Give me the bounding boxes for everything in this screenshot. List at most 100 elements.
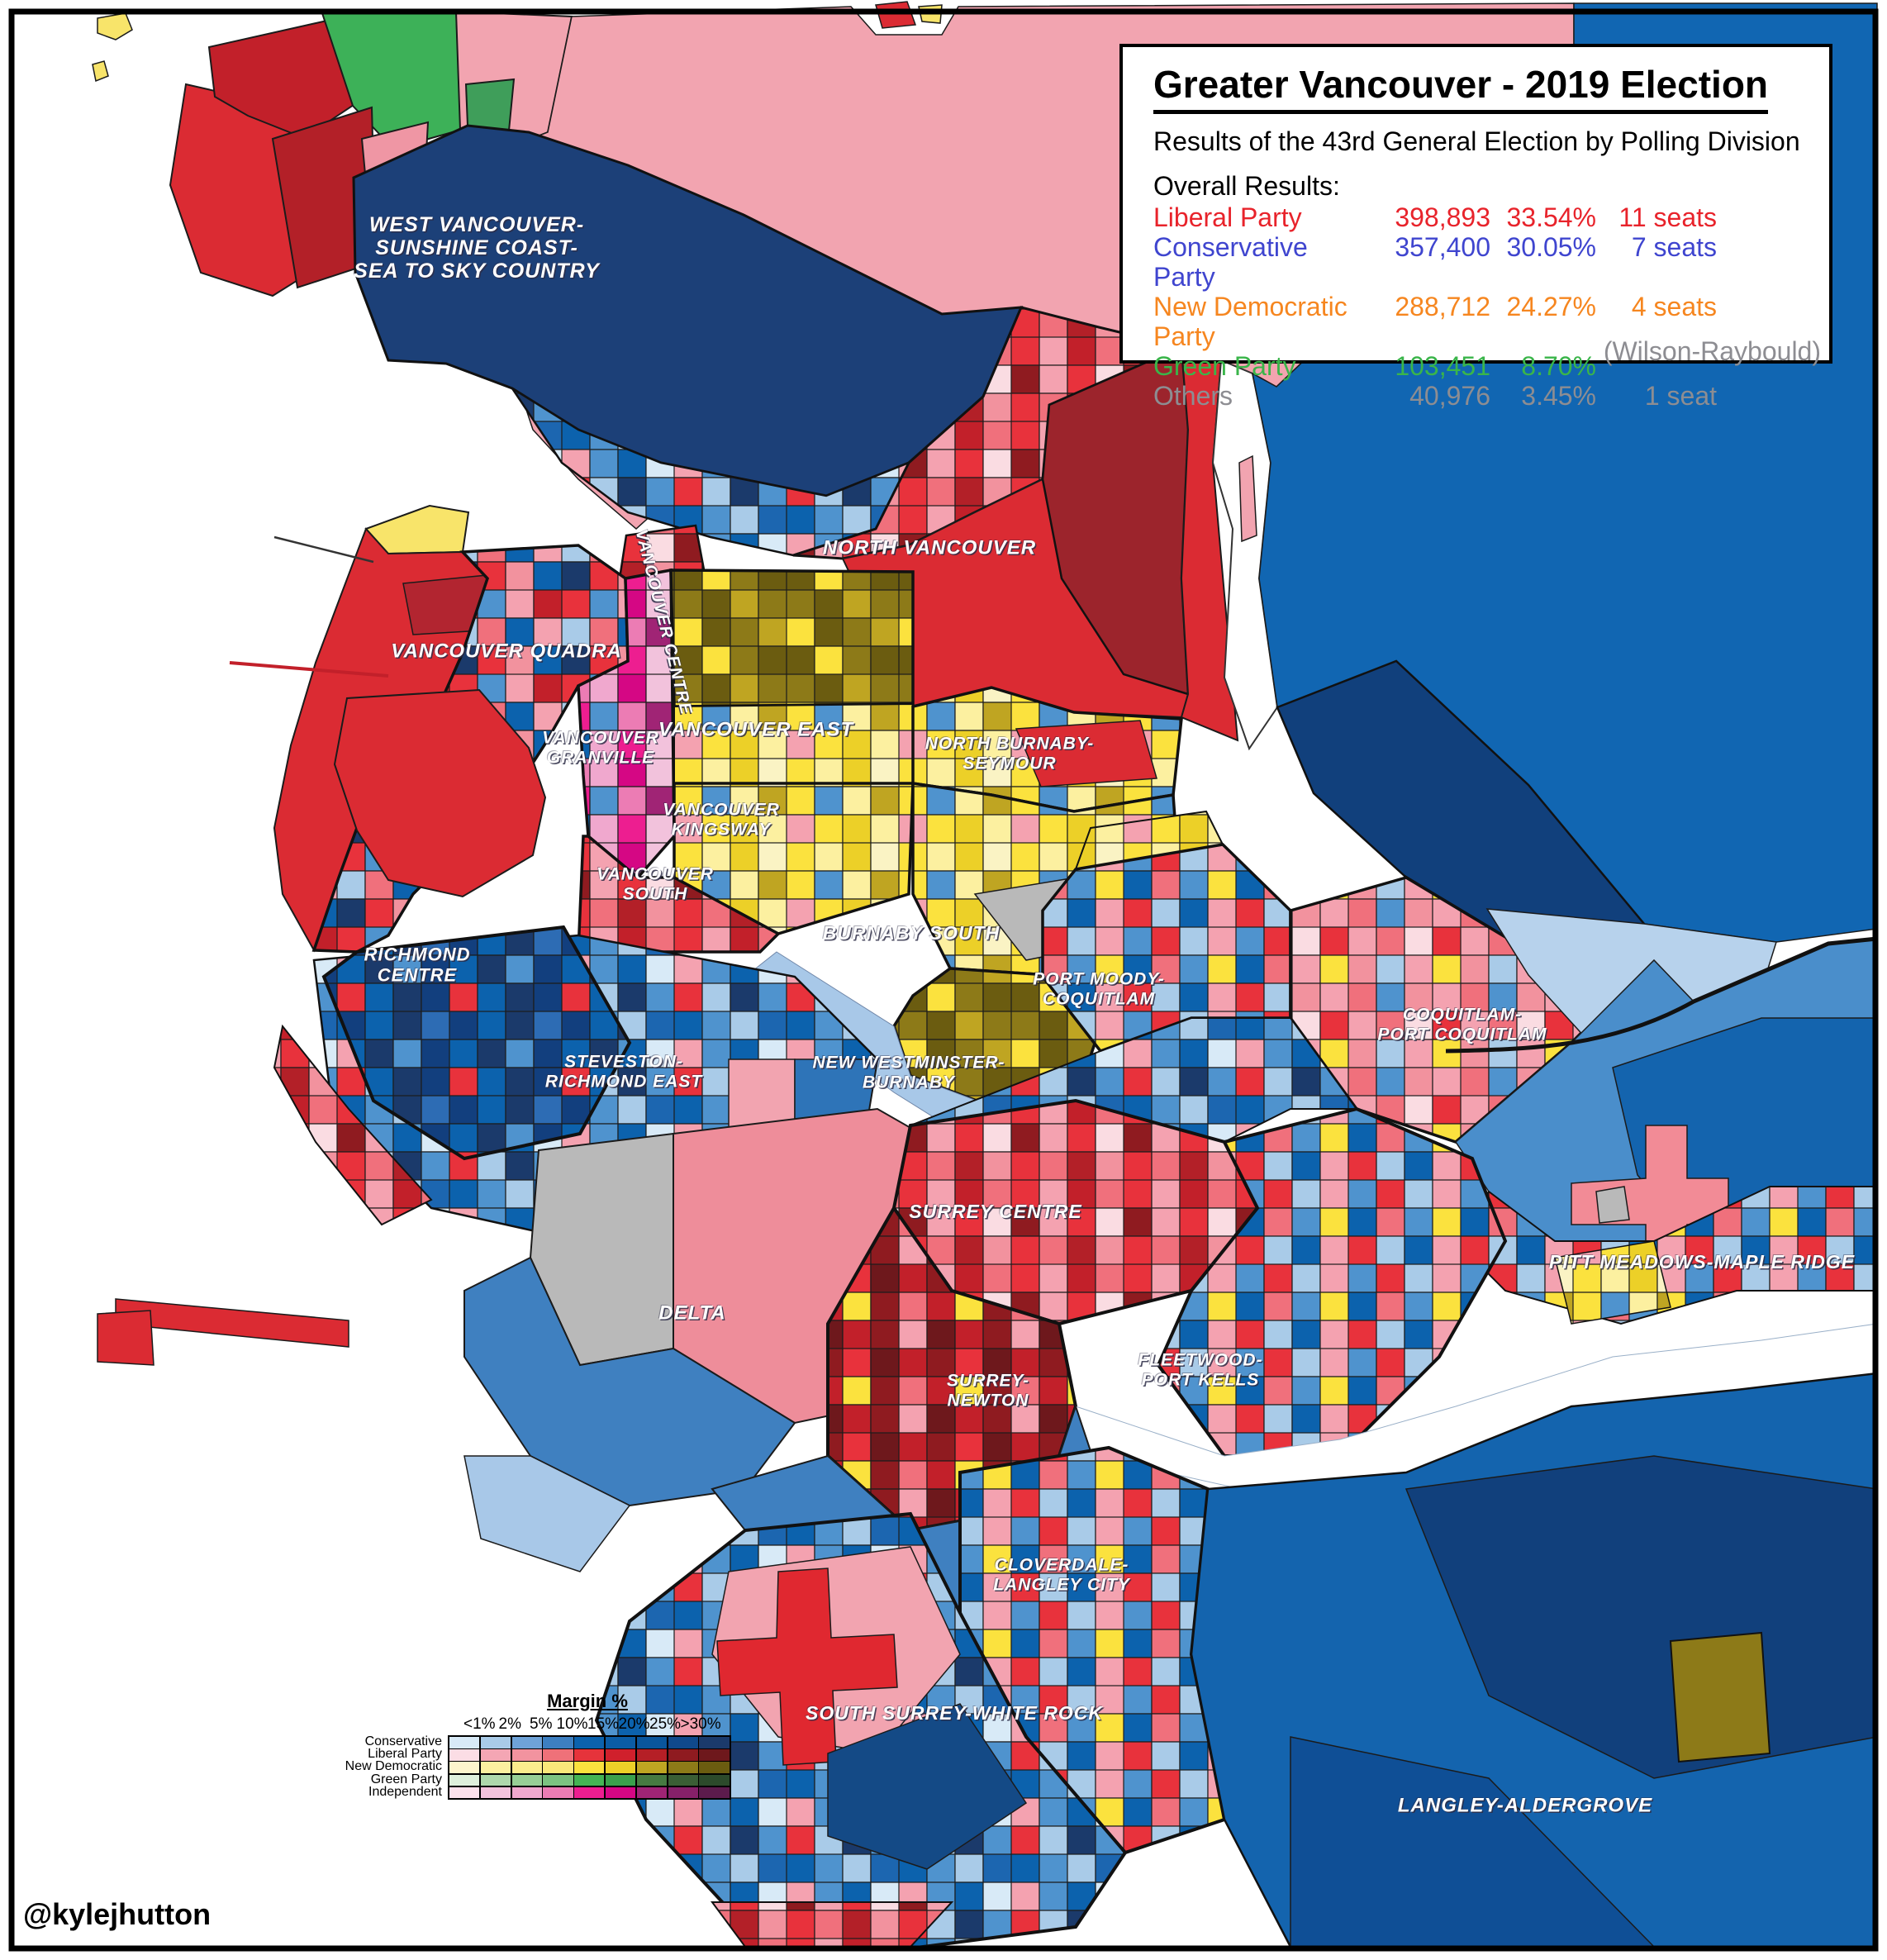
legend-swatch (574, 1786, 605, 1799)
results-cell: Conservative Party (1153, 232, 1308, 292)
map-frame (8, 8, 1879, 1952)
region-north-burnaby-red-flat (1015, 720, 1157, 787)
legend-swatch (480, 1749, 511, 1761)
riding-label-langley-aldergrove: LANGLEY-ALDERGROVE (1397, 1794, 1653, 1817)
riding-label-vancouver-kingsway: VANCOUVER KINGSWAY (663, 800, 780, 839)
legend-col-label: 10% (556, 1715, 588, 1733)
legend-swatch (636, 1786, 668, 1799)
legend-row-label: Conservative (364, 1734, 442, 1748)
legend-swatch (636, 1749, 668, 1761)
legend-swatch (668, 1786, 698, 1799)
results-cell: 40,976 (1409, 381, 1490, 411)
results-cell: 398,893 (1395, 202, 1490, 232)
riding-label-north-burnaby-seymour: NORTH BURNABY- SEYMOUR (924, 734, 1095, 773)
legend-swatch (449, 1774, 480, 1786)
region-pitt-meadows-grey (1595, 1186, 1630, 1224)
riding-label-cloverdale-langley-city: CLOVERDALE- LANGLEY CITY (993, 1555, 1130, 1594)
results-row-2: Conservative Party 357,400 30.05% 7 seats (1153, 232, 1717, 292)
legend-swatch (511, 1774, 542, 1786)
results-cell: 1 seat (1644, 381, 1717, 411)
legend-row-labels: Conservative Liberal Party New Democratic G… (283, 1734, 448, 1800)
overall-results-label: Overall Results: (1153, 171, 1340, 201)
legend-col-label: 25% (649, 1715, 682, 1733)
author-watermark: @kylejhutton (23, 1897, 212, 1931)
region-richmond-centre (321, 925, 632, 1161)
legend-swatch (699, 1774, 730, 1786)
legend-swatch (543, 1762, 573, 1774)
legend-swatch (668, 1774, 698, 1786)
legend-swatch (543, 1737, 573, 1748)
riding-label-new-westminster-burnaby: NEW WESTMINSTER- BURNABY (812, 1053, 1005, 1092)
legend-row-label: New Democratic (345, 1759, 442, 1774)
legend-col-label: 20% (618, 1715, 650, 1733)
legend-swatch (543, 1786, 573, 1799)
iona-jetty (229, 661, 389, 678)
legend-row-label: Independent (368, 1784, 442, 1799)
legend-title: Margin % (547, 1691, 628, 1711)
results-cell: Liberal Party (1153, 202, 1302, 232)
legend-swatch (636, 1762, 668, 1774)
legend-swatch (511, 1786, 542, 1799)
results-cell: Others (1153, 381, 1233, 411)
legend-color-grid (448, 1735, 731, 1801)
legend-swatch (511, 1762, 542, 1774)
riding-label-fleetwood-port-kells: FLEETWOOD- PORT KELLS (1138, 1350, 1263, 1389)
legend-col-label: <1% (463, 1715, 496, 1733)
results-cell: 24.27% (1506, 292, 1596, 321)
legend-swatch (699, 1749, 730, 1761)
riding-label-port-moody-coquitlam: PORT MOODY- COQUITLAM (1033, 969, 1165, 1008)
results-cell: 8.70% (1521, 351, 1596, 381)
legend-swatch (574, 1749, 605, 1761)
region-delta-lightblue (463, 1455, 631, 1572)
legend-col-label: 2% (498, 1715, 521, 1733)
legend-swatch (449, 1749, 480, 1761)
legend-swatch (668, 1737, 698, 1748)
map-subtitle: Results of the 43rd General Election by … (1153, 126, 1800, 156)
legend-swatch (480, 1774, 511, 1786)
region-south-surrey-navy (827, 1703, 1028, 1870)
region-langley-olive (1669, 1631, 1771, 1763)
legend-swatch (449, 1786, 480, 1799)
results-row-4: Green Party 103,451 8.70% (1153, 351, 1717, 381)
results-cell: 7 seats (1631, 232, 1717, 262)
legend-swatch (668, 1749, 698, 1761)
tsawwassen-terminal (97, 1310, 154, 1366)
legend-col-label: 15% (587, 1715, 620, 1733)
legend-swatch (511, 1749, 542, 1761)
results-cell: 103,451 (1395, 351, 1490, 381)
region-sunshine-coast-green-small (464, 78, 516, 132)
region-vancouver-east (669, 568, 915, 708)
map-title: Greater Vancouver - 2019 Election (1153, 62, 1769, 114)
results-cell: 11 seats (1618, 202, 1717, 232)
results-row-5: Others 40,976 3.45% 1 seat (1153, 381, 1717, 411)
riding-label-surrey-centre: SURREY CENTRE (909, 1201, 1082, 1223)
riding-label-west-vancouver-sunshine-coast-sea-to-sky-country: WEST VANCOUVER- SUNSHINE COAST- SEA TO SKY… (354, 213, 600, 283)
legend-swatch (605, 1737, 636, 1748)
region-steveston-sw-mosaic (273, 1024, 433, 1226)
riding-label-steveston-richmond-east: STEVESTON- RICHMOND EAST (544, 1052, 703, 1091)
region-sunshine-coast-island-yellow (97, 12, 133, 40)
results-cell: 30.05% (1506, 232, 1596, 262)
region-fleetwood-port-kells (1156, 1106, 1508, 1458)
riding-label-north-vancouver: NORTH VANCOUVER (822, 536, 1037, 559)
legend-swatch (605, 1786, 636, 1799)
legend-swatch (605, 1749, 636, 1761)
legend-swatch (449, 1762, 480, 1774)
riding-label-vancouver-east: VANCOUVER EAST (658, 718, 854, 741)
riding-boundary-coquitlam-pitt (1445, 936, 1878, 1054)
riding-label-vancouver-quadra: VANCOUVER QUADRA (391, 640, 622, 663)
results-cell: 33.54% (1506, 202, 1596, 232)
north-arm-jetty (273, 535, 374, 564)
legend-swatch (543, 1749, 573, 1761)
legend-swatch (699, 1737, 730, 1748)
results-cell: 4 seats (1631, 292, 1717, 321)
riding-label-delta: DELTA (658, 1301, 726, 1325)
riding-label-surrey-newton: SURREY- NEWTON (947, 1371, 1029, 1410)
region-maple-ridge-yellow (1554, 1240, 1671, 1325)
results-cell: 3.45% (1521, 381, 1596, 411)
riding-label-coquitlam-port-coquitlam: COQUITLAM- PORT COQUITLAM (1377, 1005, 1547, 1044)
legend-swatch (574, 1762, 605, 1774)
legend-swatch (543, 1774, 573, 1786)
legend-swatch (605, 1762, 636, 1774)
